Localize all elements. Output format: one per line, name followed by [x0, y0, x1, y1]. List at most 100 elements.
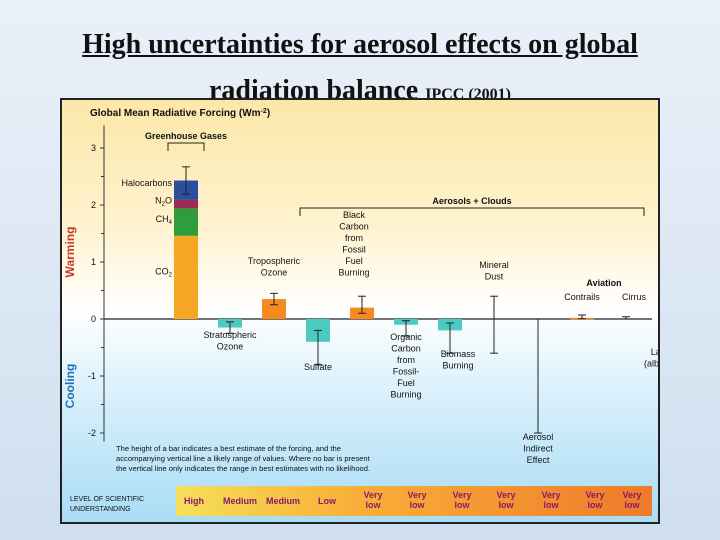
- note-line: accompanying vertical line a likely rang…: [116, 454, 371, 463]
- bar-label-line: Indirect: [523, 444, 553, 454]
- bar-label-line: Mineral: [479, 260, 509, 270]
- bar-label-line: Contrails: [564, 292, 600, 302]
- n2o-label: N2O: [155, 195, 172, 207]
- aviation-label: Aviation: [586, 278, 621, 288]
- ghg-bar-segment: [174, 199, 198, 209]
- group-bracket: [299, 207, 645, 216]
- understanding-level-text: Very: [541, 490, 560, 500]
- slide-title-line1: High uncertainties for aerosol effects o…: [82, 29, 638, 60]
- y-tick-label: 1: [91, 257, 96, 267]
- y-tick-label: 2: [91, 200, 96, 210]
- radiative-forcing-chart: Global Mean Radiative Forcing (Wm-2) War…: [63, 108, 658, 516]
- bar-label-line: Fuel: [345, 256, 363, 266]
- understanding-level-text: low: [366, 500, 382, 510]
- bar-label: Cirrus: [622, 292, 646, 302]
- understanding-level-text: Medium: [266, 496, 300, 506]
- y-tick-label: 0: [91, 314, 96, 324]
- bar-label-line: Carbon: [339, 222, 369, 232]
- bar-label-line: Fossil: [342, 245, 366, 255]
- understanding-level-text: low: [544, 500, 560, 510]
- group-bracket: [167, 142, 205, 151]
- bar-label-line: Stratospheric: [203, 330, 257, 340]
- understanding-level-text: low: [410, 500, 426, 510]
- understanding-level: Medium: [266, 496, 300, 506]
- understanding-level-text: High: [184, 496, 204, 506]
- y-axis-label-warming: Warming: [63, 227, 77, 278]
- bar-label: Mineral Dust: [479, 260, 509, 282]
- bar-label: Sulfate: [304, 362, 332, 372]
- understanding-band: [176, 486, 652, 516]
- understanding-level-text: Very: [585, 490, 604, 500]
- ghg-bar-segment: [174, 235, 198, 319]
- understanding-label-line: LEVEL OF SCIENTIFIC: [70, 496, 144, 503]
- forcing-bar: [262, 299, 286, 319]
- understanding-level-text: low: [455, 500, 471, 510]
- understanding-level-text: low: [588, 500, 604, 510]
- bar-label: Biomass Burning: [441, 349, 476, 371]
- bar-label-line: Dust: [485, 272, 504, 282]
- bar-label-line: Ozone: [217, 342, 244, 352]
- note-line: the vertical line only indicates the ran…: [116, 464, 370, 473]
- bar-label-line: Tropospheric: [248, 256, 301, 266]
- halocarbons-label: Halocarbons: [121, 178, 172, 188]
- bar-label-line: Fossil-: [393, 367, 420, 377]
- understanding-level-text: Very: [407, 490, 426, 500]
- bar-label-line: Organic: [390, 332, 422, 342]
- y-tick-label: 3: [91, 143, 96, 153]
- understanding-levels: High Medium Medium LowVerylowVerylowVerylow…: [176, 486, 652, 516]
- group-label: Greenhouse Gases: [145, 131, 227, 141]
- bar-label-line: from: [345, 233, 363, 243]
- group-label: Aerosols + Clouds: [432, 196, 511, 206]
- bar-label: Land Use (albedo only): [644, 347, 658, 369]
- understanding-level: Low: [318, 496, 337, 506]
- chart-title: Global Mean Radiative Forcing (Wm-2): [90, 108, 270, 119]
- y-tick-label: -1: [88, 371, 96, 381]
- understanding-level-text: low: [625, 500, 641, 510]
- bar-label-line: Biomass: [441, 349, 476, 359]
- bar-label-line: Burning: [338, 268, 369, 278]
- chart-marks: 3 2 1 0 -1 -2 Greenhouse Gases Aerosols + Cloud…: [88, 125, 658, 465]
- understanding-level-text: Very: [622, 490, 641, 500]
- chart-frame: Global Mean Radiative Forcing (Wm-2) War…: [60, 98, 660, 524]
- understanding-level-text: Very: [452, 490, 471, 500]
- bar-label-line: Burning: [442, 361, 473, 371]
- bar-label: Contrails: [564, 292, 600, 302]
- understanding-level-text: Low: [318, 496, 337, 506]
- bar-label-line: Burning: [390, 390, 421, 400]
- bar-label-line: Black: [343, 210, 366, 220]
- bar-label-line: Ozone: [261, 268, 288, 278]
- understanding-level: High: [184, 496, 204, 506]
- understanding-level-text: Very: [496, 490, 515, 500]
- bar-label-line: Effect: [527, 455, 550, 465]
- slide-title: High uncertainties for aerosol effects o…: [0, 22, 720, 118]
- bar-label-line: Aerosol: [523, 432, 554, 442]
- bar-label: Stratospheric Ozone: [203, 330, 257, 352]
- understanding-level: Medium: [223, 496, 257, 506]
- y-axis-label-cooling: Cooling: [63, 364, 77, 409]
- ch4-label: CH4: [156, 214, 173, 226]
- bar-label: Tropospheric Ozone: [248, 256, 301, 278]
- understanding-label: LEVEL OF SCIENTIFIC UNDERSTANDING: [70, 496, 144, 513]
- bar-label-line: from: [397, 355, 415, 365]
- co2-label: CO2: [155, 267, 173, 279]
- understanding-level-text: Medium: [223, 496, 257, 506]
- bar-label-line: Cirrus: [622, 292, 646, 302]
- bar-label-line: Sulfate: [304, 362, 332, 372]
- understanding-level-text: Very: [363, 490, 382, 500]
- understanding-level-text: low: [499, 500, 515, 510]
- understanding-label-line: UNDERSTANDING: [70, 506, 131, 513]
- bar-label-line: Fuel: [397, 378, 415, 388]
- ghg-bar-segment: [174, 208, 198, 236]
- bar-label-line: Land Use: [651, 347, 658, 357]
- bar-label-line: Carbon: [391, 344, 421, 354]
